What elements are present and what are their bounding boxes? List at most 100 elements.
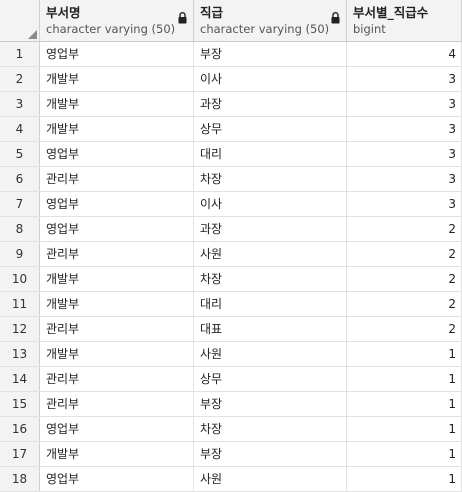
cell-dept[interactable]: 영업부 [40, 217, 194, 241]
cell-rank[interactable]: 사원 [194, 342, 347, 366]
grid-body: 1 영업부 부장 4 2 개발부 이사 3 3 개발부 과장 3 4 개발부 상무 3 5 영업부 대리 3 6 관리부 차… [0, 42, 462, 492]
cell-rank[interactable]: 차장 [194, 417, 347, 441]
corner-triangle-icon [28, 30, 37, 39]
cell-count[interactable]: 2 [347, 217, 462, 241]
cell-dept[interactable]: 개발부 [40, 117, 194, 141]
cell-rank[interactable]: 대리 [194, 292, 347, 316]
cell-dept[interactable]: 관리부 [40, 242, 194, 266]
cell-count[interactable]: 1 [347, 442, 462, 466]
cell-count[interactable]: 1 [347, 417, 462, 441]
row-number[interactable]: 1 [0, 42, 40, 66]
column-header-rank[interactable]: 직급 character varying (50) [194, 0, 347, 41]
table-row[interactable]: 11 개발부 대리 2 [0, 292, 462, 317]
table-row[interactable]: 10 개발부 차장 2 [0, 267, 462, 292]
grid-header: 부서명 character varying (50) 직급 character … [0, 0, 462, 42]
row-number[interactable]: 12 [0, 317, 40, 341]
cell-count[interactable]: 2 [347, 292, 462, 316]
column-header-dept[interactable]: 부서명 character varying (50) [40, 0, 194, 41]
row-number[interactable]: 14 [0, 367, 40, 391]
cell-rank[interactable]: 대리 [194, 142, 347, 166]
table-row[interactable]: 7 영업부 이사 3 [0, 192, 462, 217]
row-number[interactable]: 18 [0, 467, 40, 491]
table-row[interactable]: 12 관리부 대표 2 [0, 317, 462, 342]
cell-rank[interactable]: 사원 [194, 467, 347, 491]
cell-dept[interactable]: 영업부 [40, 192, 194, 216]
cell-dept[interactable]: 개발부 [40, 92, 194, 116]
row-number[interactable]: 2 [0, 67, 40, 91]
cell-dept[interactable]: 관리부 [40, 392, 194, 416]
column-name: 부서별_직급수 [353, 5, 429, 20]
row-number[interactable]: 15 [0, 392, 40, 416]
cell-rank[interactable]: 사원 [194, 242, 347, 266]
row-number[interactable]: 16 [0, 417, 40, 441]
table-row[interactable]: 18 영업부 사원 1 [0, 467, 462, 492]
cell-rank[interactable]: 부장 [194, 42, 347, 66]
table-row[interactable]: 15 관리부 부장 1 [0, 392, 462, 417]
cell-dept[interactable]: 관리부 [40, 317, 194, 341]
cell-count[interactable]: 1 [347, 367, 462, 391]
cell-count[interactable]: 2 [347, 242, 462, 266]
table-row[interactable]: 5 영업부 대리 3 [0, 142, 462, 167]
cell-count[interactable]: 1 [347, 392, 462, 416]
cell-count[interactable]: 3 [347, 192, 462, 216]
row-number[interactable]: 11 [0, 292, 40, 316]
cell-dept[interactable]: 개발부 [40, 267, 194, 291]
row-number[interactable]: 10 [0, 267, 40, 291]
table-row[interactable]: 4 개발부 상무 3 [0, 117, 462, 142]
column-type: character varying (50) [200, 22, 330, 36]
cell-dept[interactable]: 관리부 [40, 367, 194, 391]
cell-dept[interactable]: 영업부 [40, 467, 194, 491]
cell-count[interactable]: 1 [347, 467, 462, 491]
cell-dept[interactable]: 영업부 [40, 42, 194, 66]
cell-dept[interactable]: 영업부 [40, 417, 194, 441]
cell-rank[interactable]: 이사 [194, 192, 347, 216]
table-row[interactable]: 14 관리부 상무 1 [0, 367, 462, 392]
row-number[interactable]: 17 [0, 442, 40, 466]
cell-rank[interactable]: 이사 [194, 67, 347, 91]
cell-rank[interactable]: 상무 [194, 367, 347, 391]
table-row[interactable]: 1 영업부 부장 4 [0, 42, 462, 67]
cell-count[interactable]: 3 [347, 67, 462, 91]
cell-count[interactable]: 3 [347, 142, 462, 166]
table-row[interactable]: 6 관리부 차장 3 [0, 167, 462, 192]
cell-dept[interactable]: 개발부 [40, 292, 194, 316]
cell-count[interactable]: 4 [347, 42, 462, 66]
table-row[interactable]: 8 영업부 과장 2 [0, 217, 462, 242]
cell-rank[interactable]: 차장 [194, 267, 347, 291]
cell-count[interactable]: 3 [347, 117, 462, 141]
cell-rank[interactable]: 과장 [194, 217, 347, 241]
table-row[interactable]: 17 개발부 부장 1 [0, 442, 462, 467]
cell-dept[interactable]: 개발부 [40, 342, 194, 366]
row-number[interactable]: 5 [0, 142, 40, 166]
cell-rank[interactable]: 상무 [194, 117, 347, 141]
table-row[interactable]: 3 개발부 과장 3 [0, 92, 462, 117]
table-row[interactable]: 13 개발부 사원 1 [0, 342, 462, 367]
cell-dept[interactable]: 관리부 [40, 167, 194, 191]
cell-dept[interactable]: 영업부 [40, 142, 194, 166]
select-all-corner[interactable] [0, 0, 40, 41]
table-row[interactable]: 2 개발부 이사 3 [0, 67, 462, 92]
column-header-count[interactable]: 부서별_직급수 bigint [347, 0, 462, 41]
row-number[interactable]: 6 [0, 167, 40, 191]
cell-rank[interactable]: 부장 [194, 442, 347, 466]
cell-count[interactable]: 3 [347, 167, 462, 191]
row-number[interactable]: 7 [0, 192, 40, 216]
cell-rank[interactable]: 부장 [194, 392, 347, 416]
row-number[interactable]: 9 [0, 242, 40, 266]
row-number[interactable]: 4 [0, 117, 40, 141]
table-row[interactable]: 16 영업부 차장 1 [0, 417, 462, 442]
cell-dept[interactable]: 개발부 [40, 442, 194, 466]
table-row[interactable]: 9 관리부 사원 2 [0, 242, 462, 267]
row-number[interactable]: 3 [0, 92, 40, 116]
cell-count[interactable]: 2 [347, 317, 462, 341]
cell-rank[interactable]: 차장 [194, 167, 347, 191]
row-number[interactable]: 8 [0, 217, 40, 241]
cell-rank[interactable]: 과장 [194, 92, 347, 116]
row-number[interactable]: 13 [0, 342, 40, 366]
cell-rank[interactable]: 대표 [194, 317, 347, 341]
cell-count[interactable]: 2 [347, 267, 462, 291]
cell-dept[interactable]: 개발부 [40, 67, 194, 91]
cell-count[interactable]: 1 [347, 342, 462, 366]
cell-count[interactable]: 3 [347, 92, 462, 116]
